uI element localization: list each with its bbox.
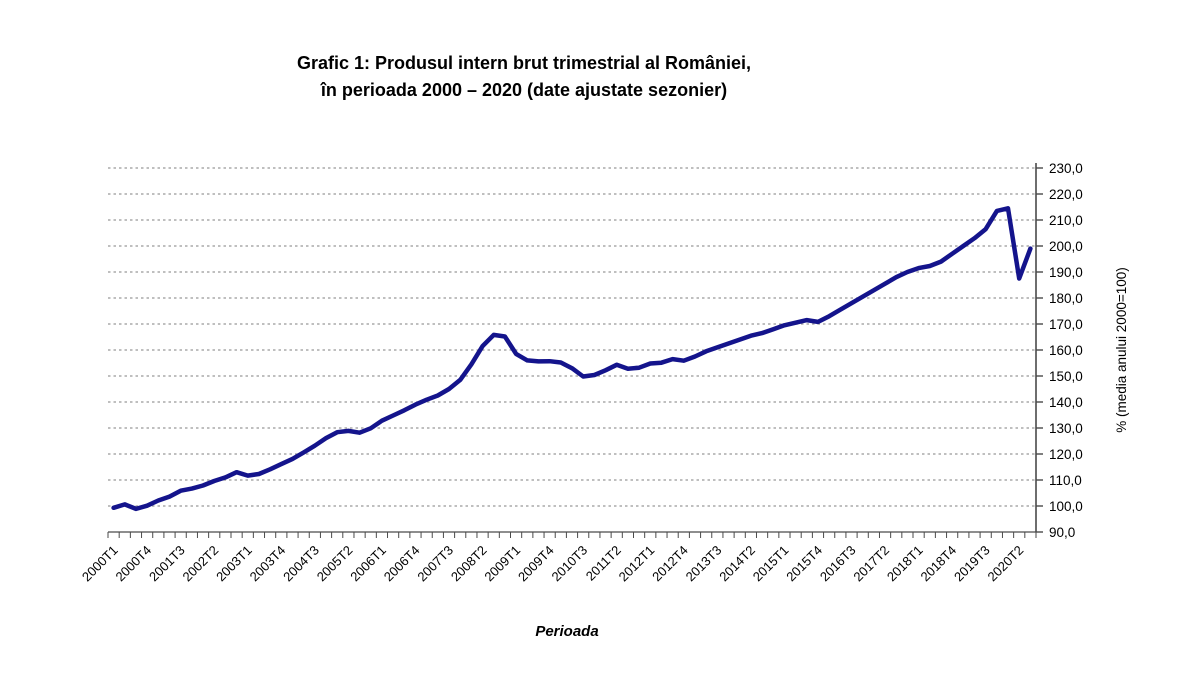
y-axis-tick-labels: 90,0 100,0 110,0 120,0 130,0 140,0 150,0 160,0 1… <box>1049 161 1083 540</box>
y-axis-ticks <box>1036 167 1043 533</box>
y-tick-label: 230,0 <box>1049 161 1083 176</box>
y-tick-label: 100,0 <box>1049 499 1083 514</box>
chart-title-line-1: Grafic 1: Produsul intern brut trimestri… <box>296 53 752 73</box>
y-tick-label: 140,0 <box>1049 395 1083 410</box>
y-tick-label: 120,0 <box>1049 447 1083 462</box>
x-tick-label: 2013T3 <box>683 543 725 585</box>
x-tick-label: 2018T1 <box>884 543 926 585</box>
y-tick-label: 110,0 <box>1049 473 1082 488</box>
x-tick-label: 2015T4 <box>783 543 825 585</box>
x-tick-label: 2017T2 <box>850 543 892 585</box>
y-tick-label: 200,0 <box>1049 239 1083 254</box>
x-axis-tick-labels: 2000T12000T42001T32002T22003T12003T42004… <box>79 543 1026 585</box>
x-tick-label: 2003T1 <box>213 543 255 585</box>
x-tick-label: 2006T4 <box>381 543 423 585</box>
gridlines <box>108 167 1036 507</box>
x-tick-label: 2007T3 <box>414 543 456 585</box>
y-tick-label: 150,0 <box>1049 369 1083 384</box>
x-tick-label: 2011T2 <box>583 543 624 584</box>
x-axis-title: Perioada <box>535 623 598 640</box>
x-tick-label: 2006T1 <box>347 543 389 585</box>
x-tick-label: 2014T2 <box>716 543 758 585</box>
x-tick-label: 2018T4 <box>917 543 959 585</box>
gdp-line <box>111 206 1033 512</box>
x-tick-label: 2000T4 <box>112 543 154 585</box>
x-tick-label: 2004T3 <box>280 543 322 585</box>
x-tick-label: 2002T2 <box>180 543 222 585</box>
x-tick-label: 2001T3 <box>146 543 188 585</box>
y-tick-label: 170,0 <box>1049 317 1083 332</box>
y-tick-label: 90,0 <box>1049 525 1075 540</box>
x-tick-label: 2009T4 <box>515 543 557 585</box>
y-tick-label: 190,0 <box>1049 265 1083 280</box>
x-tick-label: 2016T3 <box>817 543 859 585</box>
x-tick-label: 2008T2 <box>448 543 490 585</box>
y-tick-label: 180,0 <box>1049 291 1083 306</box>
y-tick-label: 220,0 <box>1049 187 1083 202</box>
x-tick-label: 2010T3 <box>549 543 591 585</box>
x-tick-label: 2003T4 <box>247 543 289 585</box>
x-tick-label: 2015T1 <box>750 543 792 585</box>
x-tick-label: 2012T4 <box>649 543 691 585</box>
y-axis-title: % (media anului 2000=100) <box>1114 267 1129 433</box>
x-tick-label: 2000T1 <box>79 543 121 585</box>
chart-title-line-2: în perioada 2000 – 2020 (date ajustate s… <box>320 80 728 100</box>
x-tick-label: 2020T2 <box>985 543 1027 585</box>
x-tick-label: 2005T2 <box>314 543 356 585</box>
gdp-series-line <box>111 206 1033 512</box>
chart-title: Grafic 1: Produsul intern brut trimestri… <box>104 50 944 104</box>
y-tick-label: 130,0 <box>1049 421 1083 436</box>
y-tick-label: 160,0 <box>1049 343 1083 358</box>
x-axis-ticks <box>107 532 1037 538</box>
x-tick-label: 2012T1 <box>616 543 658 585</box>
x-tick-label: 2009T1 <box>481 543 523 585</box>
x-tick-label: 2019T3 <box>951 543 993 585</box>
y-tick-label: 210,0 <box>1049 213 1083 228</box>
